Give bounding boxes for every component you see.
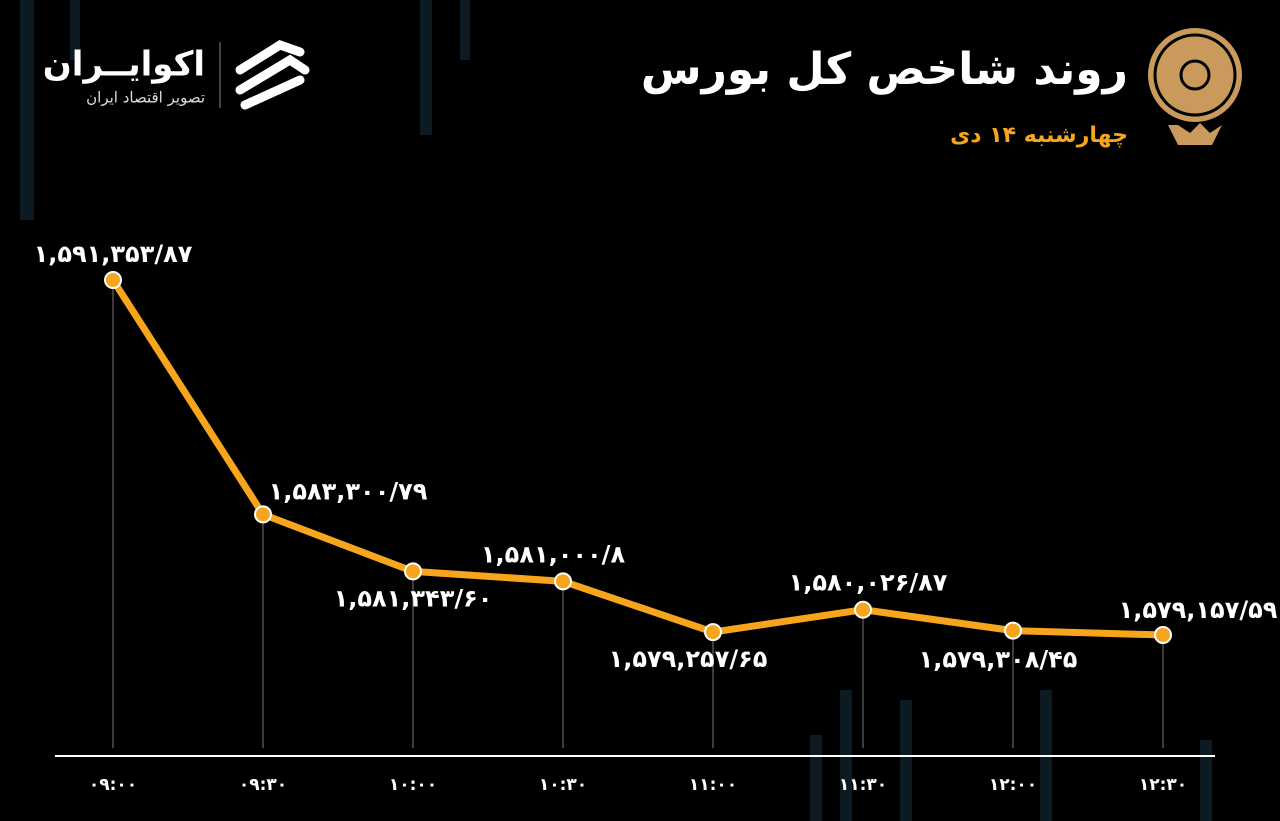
chart-title: روند شاخص کل بورس <box>641 44 1128 95</box>
data-label: ۱,۵۸۰,۰۲۶/۸۷ <box>789 569 948 597</box>
data-label: ۱,۵۷۹,۲۵۷/۶۵ <box>609 645 768 673</box>
data-label: ۱,۵۸۱,۰۰۰/۸ <box>481 540 626 568</box>
data-label: ۱,۵۸۳,۳۰۰/۷۹ <box>269 477 428 505</box>
point <box>1004 621 1022 640</box>
x-tick-label: ۱۰:۰۰ <box>389 775 437 795</box>
data-label: ۱,۵۷۹,۱۵۷/۵۹ <box>1119 596 1278 624</box>
line <box>110 278 1164 639</box>
logo-text: اکوایــران <box>43 45 205 85</box>
x-tick-label: ۰۹:۰۰ <box>89 775 137 795</box>
data-label: ۱,۵۸۱,۳۴۳/۶۰ <box>334 584 493 612</box>
x-tick-label: ۱۲:۳۰ <box>1139 775 1187 795</box>
x-tick-label: ۱۰:۳۰ <box>539 775 587 795</box>
x-tick-label: ۰۹:۳۰ <box>239 775 287 795</box>
x-tick-label: ۱۲:۰۰ <box>989 775 1037 795</box>
point <box>104 271 122 289</box>
chart-subtitle: چهارشنبه ۱۴ دی <box>950 123 1128 148</box>
point <box>254 505 272 524</box>
logo-tagline: تصویر اقتصاد ایران <box>86 89 205 107</box>
point <box>554 572 572 591</box>
point <box>854 600 872 619</box>
logo-mark <box>235 40 310 110</box>
point <box>1154 626 1172 644</box>
emblem <box>1148 28 1242 145</box>
data-label: ۱,۵۹۱,۳۵۳/۸۷ <box>34 240 193 268</box>
x-tick-label: ۱۱:۳۰ <box>839 775 887 795</box>
point <box>704 623 722 642</box>
data-label: ۱,۵۷۹,۳۰۸/۴۵ <box>919 646 1078 674</box>
x-tick-label: ۱۱:۰۰ <box>689 775 737 795</box>
point <box>404 562 422 581</box>
